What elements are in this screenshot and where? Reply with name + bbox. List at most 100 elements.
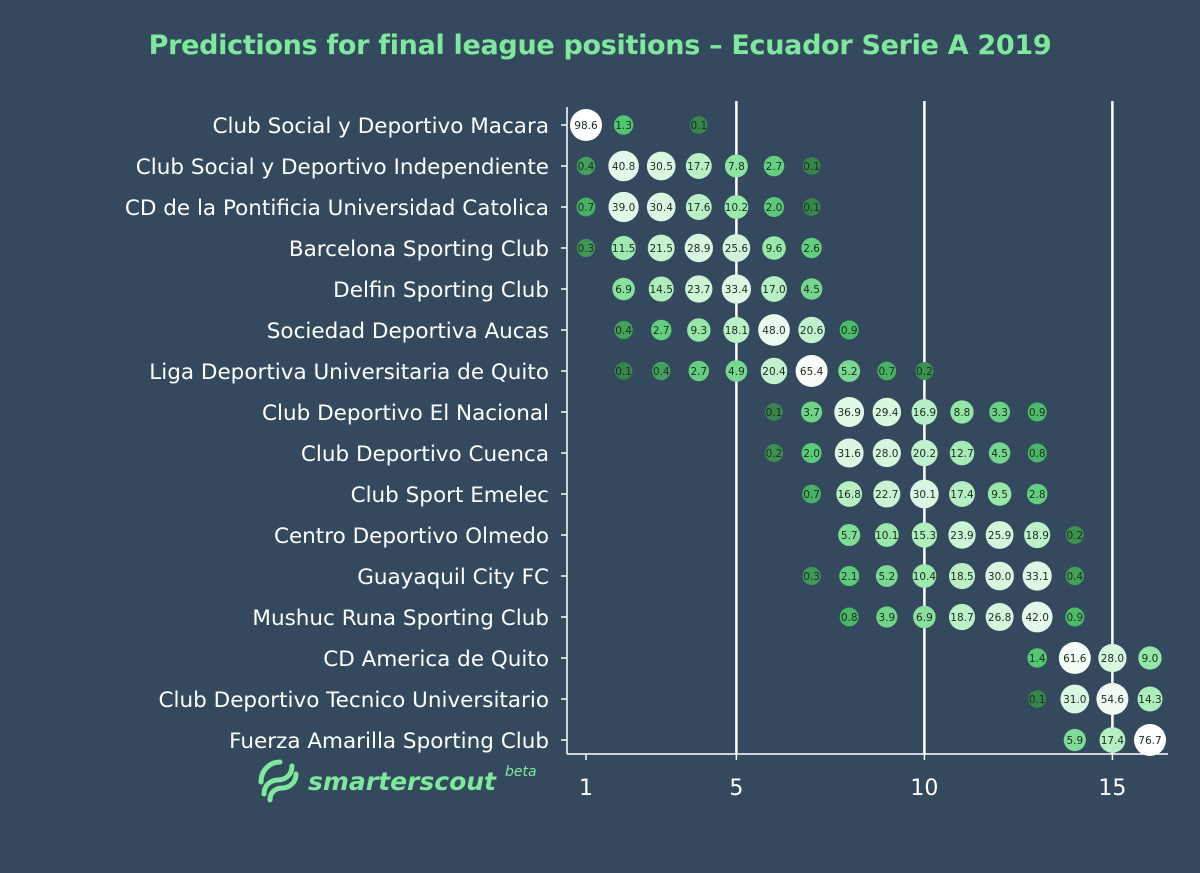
probability-label: 30.0 bbox=[988, 571, 1011, 583]
probability-label: 2.8 bbox=[1029, 489, 1046, 501]
probability-bubble bbox=[875, 565, 898, 587]
probability-bubble bbox=[1065, 607, 1085, 627]
logo-beta-text: beta bbox=[505, 764, 537, 780]
team-label: Club Sport Emelec bbox=[351, 483, 549, 508]
probability-bubble bbox=[685, 194, 712, 220]
probability-bubble bbox=[948, 562, 976, 590]
probability-label: 9.6 bbox=[766, 243, 783, 255]
probability-bubble bbox=[650, 319, 672, 341]
probability-bubble bbox=[765, 444, 783, 462]
probability-bubble bbox=[613, 115, 634, 135]
probability-label: 23.7 bbox=[687, 284, 710, 296]
x-tick-label: 5 bbox=[729, 776, 743, 801]
probability-label: 0.9 bbox=[841, 325, 858, 337]
probability-label: 0.4 bbox=[1066, 571, 1083, 583]
probability-label: 21.5 bbox=[650, 243, 673, 255]
probability-bubble bbox=[611, 235, 636, 261]
probability-label: 10.2 bbox=[725, 202, 748, 214]
probability-label: 1.3 bbox=[615, 120, 632, 132]
probability-label: 28.0 bbox=[1101, 653, 1124, 665]
probability-label: 0.3 bbox=[578, 243, 595, 255]
probability-label: 4.9 bbox=[728, 366, 745, 378]
probability-bubble bbox=[802, 484, 821, 504]
probability-label: 8.8 bbox=[954, 407, 971, 419]
probability-label: 12.7 bbox=[950, 448, 973, 460]
probability-label: 29.4 bbox=[875, 407, 899, 419]
probability-bubble bbox=[1065, 566, 1084, 586]
probability-label: 23.9 bbox=[950, 530, 973, 542]
probability-label: 17.4 bbox=[1101, 735, 1125, 747]
probability-label: 0.4 bbox=[578, 161, 595, 173]
probability-label: 0.1 bbox=[766, 407, 783, 419]
probability-bubble bbox=[1137, 686, 1163, 712]
probability-bubble bbox=[1024, 521, 1051, 549]
probability-label: 6.9 bbox=[615, 284, 632, 296]
probability-label: 3.7 bbox=[803, 407, 820, 419]
probability-label: 54.6 bbox=[1101, 694, 1125, 706]
probability-label: 20.6 bbox=[800, 325, 824, 337]
probability-label: 0.1 bbox=[803, 202, 820, 214]
probability-label: 9.3 bbox=[690, 325, 707, 337]
probability-bubble bbox=[758, 314, 790, 346]
probability-label: 42.0 bbox=[1026, 612, 1049, 624]
probability-bubble bbox=[1063, 728, 1086, 752]
probability-label: 17.4 bbox=[950, 489, 974, 501]
probability-bubble bbox=[646, 151, 676, 181]
probability-bubble bbox=[839, 607, 859, 627]
probability-label: 31.6 bbox=[838, 448, 862, 460]
probability-label: 30.4 bbox=[650, 202, 674, 214]
team-label: Club Social y Deportivo Macara bbox=[212, 114, 549, 139]
probability-bubble bbox=[1027, 648, 1047, 668]
probability-label: 4.5 bbox=[991, 448, 1008, 460]
probability-label: 30.5 bbox=[650, 161, 673, 173]
probability-bubble bbox=[802, 198, 821, 216]
probability-label: 2.7 bbox=[690, 366, 707, 378]
x-axis-ticks: 1 5 10 15 bbox=[579, 776, 1126, 801]
probability-label: 3.9 bbox=[878, 612, 895, 624]
probability-bubble bbox=[913, 605, 936, 629]
probability-bubble bbox=[985, 561, 1014, 591]
probability-bubble bbox=[576, 238, 596, 258]
team-label: Mushuc Runa Sporting Club bbox=[252, 606, 549, 631]
probability-bubble bbox=[872, 438, 901, 468]
probability-bubble bbox=[949, 481, 975, 507]
probability-label: 0.2 bbox=[1066, 530, 1083, 542]
probability-bubble bbox=[648, 276, 674, 302]
probability-bubble bbox=[1058, 642, 1091, 674]
probability-bubble bbox=[765, 403, 783, 421]
probability-label: 25.9 bbox=[988, 530, 1011, 542]
probability-bubble bbox=[1027, 402, 1047, 422]
probability-label: 5.2 bbox=[878, 571, 895, 583]
probability-label: 18.9 bbox=[1026, 530, 1049, 542]
probability-label: 0.9 bbox=[1066, 612, 1083, 624]
probability-bubble bbox=[724, 154, 748, 178]
logo-text: smarterscout bbox=[308, 767, 497, 796]
probability-bubble bbox=[877, 361, 897, 381]
probability-label: 10.1 bbox=[875, 530, 898, 542]
probability-bubble bbox=[614, 320, 633, 340]
probability-label: 11.5 bbox=[612, 243, 635, 255]
probability-bubble bbox=[570, 109, 602, 141]
chart-title: Predictions for final league positions –… bbox=[148, 30, 1052, 61]
probability-label: 5.2 bbox=[841, 366, 858, 378]
probability-bubble bbox=[1134, 724, 1166, 756]
probability-label: 3.3 bbox=[991, 407, 1008, 419]
probability-bubble bbox=[912, 564, 937, 588]
probability-bubble bbox=[834, 438, 864, 468]
probability-bubble bbox=[839, 320, 859, 340]
probability-bubble bbox=[646, 192, 676, 222]
team-label: Sociedad Deportiva Aucas bbox=[267, 319, 549, 344]
probability-label: 0.1 bbox=[615, 366, 632, 378]
probability-label: 39.0 bbox=[612, 202, 635, 214]
probability-bubble bbox=[608, 150, 639, 182]
probability-bubble bbox=[763, 155, 785, 177]
team-labels: Club Social y Deportivo Macara Club Socia… bbox=[125, 114, 549, 754]
probability-label: 0.8 bbox=[841, 612, 858, 624]
probability-bubble bbox=[948, 521, 976, 549]
probability-label: 2.6 bbox=[803, 243, 820, 255]
probability-bubble bbox=[760, 357, 788, 385]
probability-label: 76.7 bbox=[1138, 735, 1161, 747]
probability-label: 20.2 bbox=[913, 448, 936, 460]
probability-bubble bbox=[838, 523, 861, 547]
probability-bubble bbox=[1138, 646, 1162, 670]
